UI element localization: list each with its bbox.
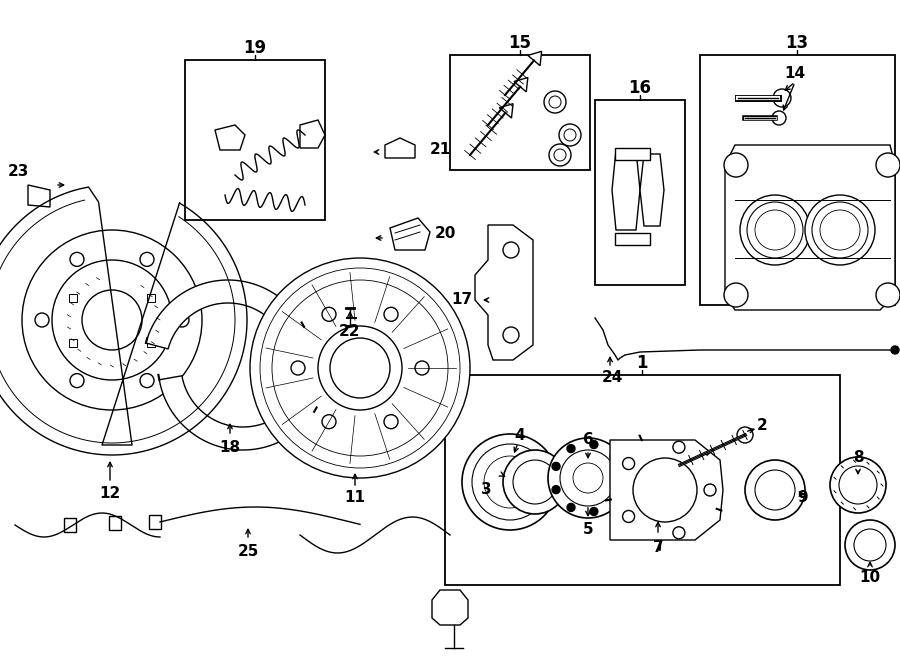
Polygon shape — [215, 125, 245, 150]
Polygon shape — [159, 375, 317, 450]
Polygon shape — [725, 145, 895, 310]
Circle shape — [567, 504, 575, 512]
Polygon shape — [64, 518, 76, 532]
Text: 8: 8 — [852, 451, 863, 465]
Bar — [185, 60, 325, 220]
Text: 24: 24 — [601, 371, 623, 385]
Bar — [69, 293, 77, 301]
Text: 5: 5 — [582, 522, 593, 537]
Circle shape — [740, 195, 810, 265]
Polygon shape — [385, 138, 415, 158]
Polygon shape — [527, 52, 542, 65]
Text: 19: 19 — [243, 39, 266, 57]
Circle shape — [590, 440, 598, 449]
Circle shape — [322, 307, 336, 321]
Bar — [700, 55, 895, 305]
Polygon shape — [615, 148, 650, 160]
Text: 6: 6 — [582, 432, 593, 447]
Circle shape — [549, 144, 571, 166]
Text: 25: 25 — [238, 545, 258, 559]
Circle shape — [854, 529, 886, 561]
Circle shape — [772, 111, 786, 125]
Polygon shape — [610, 440, 723, 540]
Text: 22: 22 — [339, 325, 361, 340]
Text: 11: 11 — [345, 490, 365, 506]
Polygon shape — [514, 77, 528, 92]
Circle shape — [415, 361, 429, 375]
Circle shape — [623, 510, 634, 522]
Circle shape — [805, 195, 875, 265]
Text: 21: 21 — [429, 143, 451, 157]
Polygon shape — [640, 154, 664, 226]
Circle shape — [544, 91, 566, 113]
Text: 16: 16 — [628, 79, 652, 97]
Circle shape — [590, 508, 598, 516]
Text: 18: 18 — [220, 440, 240, 455]
Circle shape — [724, 153, 748, 177]
Circle shape — [567, 445, 575, 453]
Circle shape — [552, 486, 560, 494]
Circle shape — [673, 527, 685, 539]
Text: 14: 14 — [785, 65, 806, 81]
Circle shape — [830, 457, 886, 513]
Bar — [445, 375, 840, 585]
Circle shape — [618, 474, 626, 482]
Circle shape — [318, 326, 402, 410]
Polygon shape — [28, 185, 50, 207]
Circle shape — [839, 466, 877, 504]
Bar — [69, 338, 77, 346]
Polygon shape — [149, 515, 161, 529]
Text: 13: 13 — [786, 34, 808, 52]
Circle shape — [773, 89, 791, 107]
Bar — [147, 293, 155, 301]
Circle shape — [610, 452, 618, 460]
Polygon shape — [300, 120, 325, 148]
Text: 12: 12 — [99, 485, 121, 500]
Polygon shape — [612, 150, 640, 230]
Circle shape — [384, 307, 398, 321]
Circle shape — [876, 283, 900, 307]
Text: 10: 10 — [860, 570, 880, 586]
Polygon shape — [109, 516, 121, 530]
Text: 7: 7 — [652, 539, 663, 555]
Circle shape — [673, 441, 685, 453]
Polygon shape — [390, 218, 430, 250]
Circle shape — [384, 414, 398, 429]
Circle shape — [552, 463, 560, 471]
Circle shape — [548, 438, 628, 518]
Circle shape — [745, 460, 805, 520]
Polygon shape — [615, 233, 650, 245]
Text: 9: 9 — [797, 490, 807, 504]
Text: 23: 23 — [7, 165, 29, 180]
Circle shape — [322, 414, 336, 429]
Text: 15: 15 — [508, 34, 532, 52]
Circle shape — [560, 450, 616, 506]
Circle shape — [610, 496, 618, 504]
Circle shape — [724, 283, 748, 307]
Polygon shape — [500, 104, 513, 118]
Bar — [450, 55, 590, 170]
Bar — [147, 338, 155, 346]
Bar — [595, 100, 685, 285]
Text: 3: 3 — [482, 483, 492, 498]
Circle shape — [462, 434, 558, 530]
Circle shape — [559, 124, 581, 146]
Circle shape — [737, 427, 753, 443]
Text: 17: 17 — [451, 293, 472, 307]
Polygon shape — [475, 225, 533, 360]
Text: 1: 1 — [636, 354, 648, 372]
Polygon shape — [146, 280, 302, 349]
Circle shape — [291, 361, 305, 375]
Text: 4: 4 — [515, 428, 526, 442]
Circle shape — [876, 153, 900, 177]
Text: 20: 20 — [435, 227, 455, 241]
Circle shape — [250, 258, 470, 478]
Circle shape — [503, 450, 567, 514]
Circle shape — [845, 520, 895, 570]
Circle shape — [623, 457, 634, 469]
Circle shape — [704, 484, 716, 496]
Circle shape — [891, 346, 899, 354]
Text: 2: 2 — [757, 418, 768, 434]
Polygon shape — [432, 590, 468, 625]
